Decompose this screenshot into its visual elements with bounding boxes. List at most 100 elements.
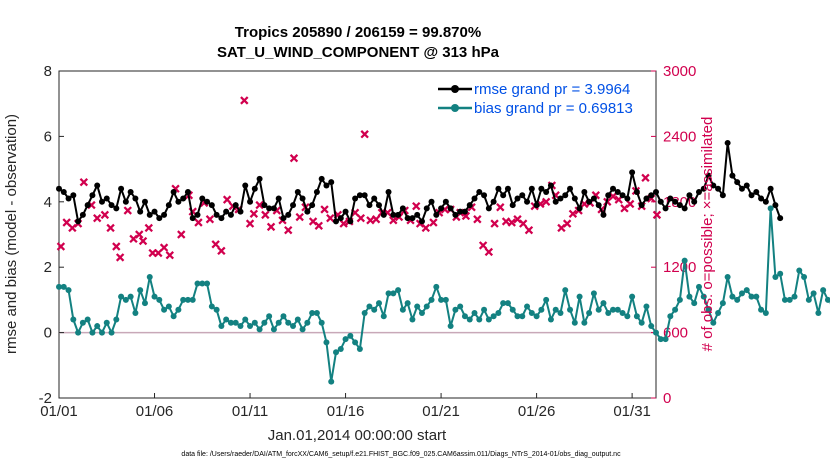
rmse-point (595, 202, 602, 209)
bias-point (380, 313, 387, 320)
rmse-point (643, 195, 650, 202)
obs-marker (519, 219, 528, 228)
bias-point (323, 339, 330, 346)
obs-marker (284, 225, 293, 235)
obs-marker (255, 200, 264, 210)
bias-point (280, 313, 287, 320)
rmse-point (686, 192, 693, 199)
obs-marker (389, 216, 398, 225)
bias-point (504, 300, 511, 307)
rmse-point (762, 198, 769, 205)
bias-point (118, 293, 125, 300)
bias-point (399, 306, 406, 313)
rmse-point (743, 182, 750, 189)
bias-point (519, 313, 526, 320)
rmse-point (528, 185, 535, 192)
bias-point (767, 205, 774, 212)
bias-point (567, 306, 574, 313)
rmse-point (624, 195, 631, 202)
left-axis-ticks: -2 0 2 4 6 8 (39, 63, 64, 407)
bias-point (184, 296, 191, 303)
rmse-point (313, 188, 320, 195)
legend-bias-marker (451, 104, 459, 112)
rmse-point (390, 211, 397, 218)
bias-point (715, 309, 722, 316)
bias-point (108, 329, 115, 336)
obs-marker (524, 225, 534, 235)
rmse-point (438, 205, 445, 212)
bias-point (576, 293, 583, 300)
bias-point (309, 309, 316, 316)
bias-point (624, 313, 631, 320)
bias-point (290, 323, 297, 330)
rmse-point (356, 192, 363, 199)
rmse-point (461, 208, 468, 215)
rmse-point (504, 185, 511, 192)
obs-marker (326, 213, 335, 223)
bias-point (89, 329, 96, 336)
bias-point (810, 290, 817, 297)
y2-tick-label: 1200 (663, 259, 696, 276)
obs-marker (205, 215, 215, 224)
bias-point (237, 323, 244, 330)
bias-point (132, 309, 139, 316)
bias-point (605, 309, 612, 316)
obs-marker (106, 223, 115, 233)
bias-point (691, 300, 698, 307)
x-tick-label: 01/21 (422, 403, 460, 420)
obs-marker (211, 240, 220, 249)
bias-point (614, 306, 621, 313)
bias-point (457, 303, 464, 310)
bias-point (753, 293, 760, 300)
legend: rmse grand pr = 3.9964 bias grand pr = 0… (434, 77, 652, 119)
bias-point (70, 316, 77, 323)
rmse-point (294, 188, 301, 195)
obs-marker (484, 247, 494, 257)
obs-marker (562, 219, 572, 228)
rmse-point (748, 192, 755, 199)
rmse-point (89, 192, 96, 199)
rmse-point (380, 211, 387, 218)
obs-marker (261, 210, 270, 220)
rmse-point (395, 211, 402, 218)
rmse-point (79, 211, 86, 218)
bias-point (442, 296, 449, 303)
rmse-point (352, 195, 359, 202)
rmse-point (552, 198, 559, 205)
obs-marker (412, 201, 421, 211)
rmse-point (409, 215, 416, 222)
rmse-point (70, 192, 77, 199)
rmse-point (337, 215, 344, 222)
rmse-point (342, 208, 349, 215)
bias-point (643, 303, 650, 310)
bias-point (667, 313, 674, 320)
rmse-point (318, 175, 325, 182)
rmse-point (753, 188, 760, 195)
rmse-point (519, 192, 526, 199)
rmse-point (170, 188, 177, 195)
rmse-point (533, 202, 540, 209)
obs-marker (62, 218, 71, 227)
rmse-point (108, 202, 115, 209)
rmse-point (251, 185, 258, 192)
rmse-point (509, 202, 516, 209)
obs-marker (295, 212, 304, 222)
bias-point (333, 349, 340, 356)
bias-point (657, 336, 664, 343)
bias-point (304, 319, 311, 326)
legend-rmse-label: rmse grand pr = 3.9964 (474, 81, 630, 98)
rmse-series (56, 139, 784, 225)
bias-point (581, 319, 588, 326)
bias-point (266, 313, 273, 320)
rmse-point (734, 179, 741, 186)
rmse-point (375, 202, 382, 209)
rmse-point (695, 188, 702, 195)
rmse-point (600, 211, 607, 218)
rmse-point (84, 202, 91, 209)
rmse-point (418, 218, 425, 225)
y2-tick-label: 2400 (663, 128, 696, 145)
rmse-point (204, 198, 211, 205)
bias-point (65, 287, 72, 294)
rmse-point (724, 139, 731, 146)
rmse-point (614, 188, 621, 195)
